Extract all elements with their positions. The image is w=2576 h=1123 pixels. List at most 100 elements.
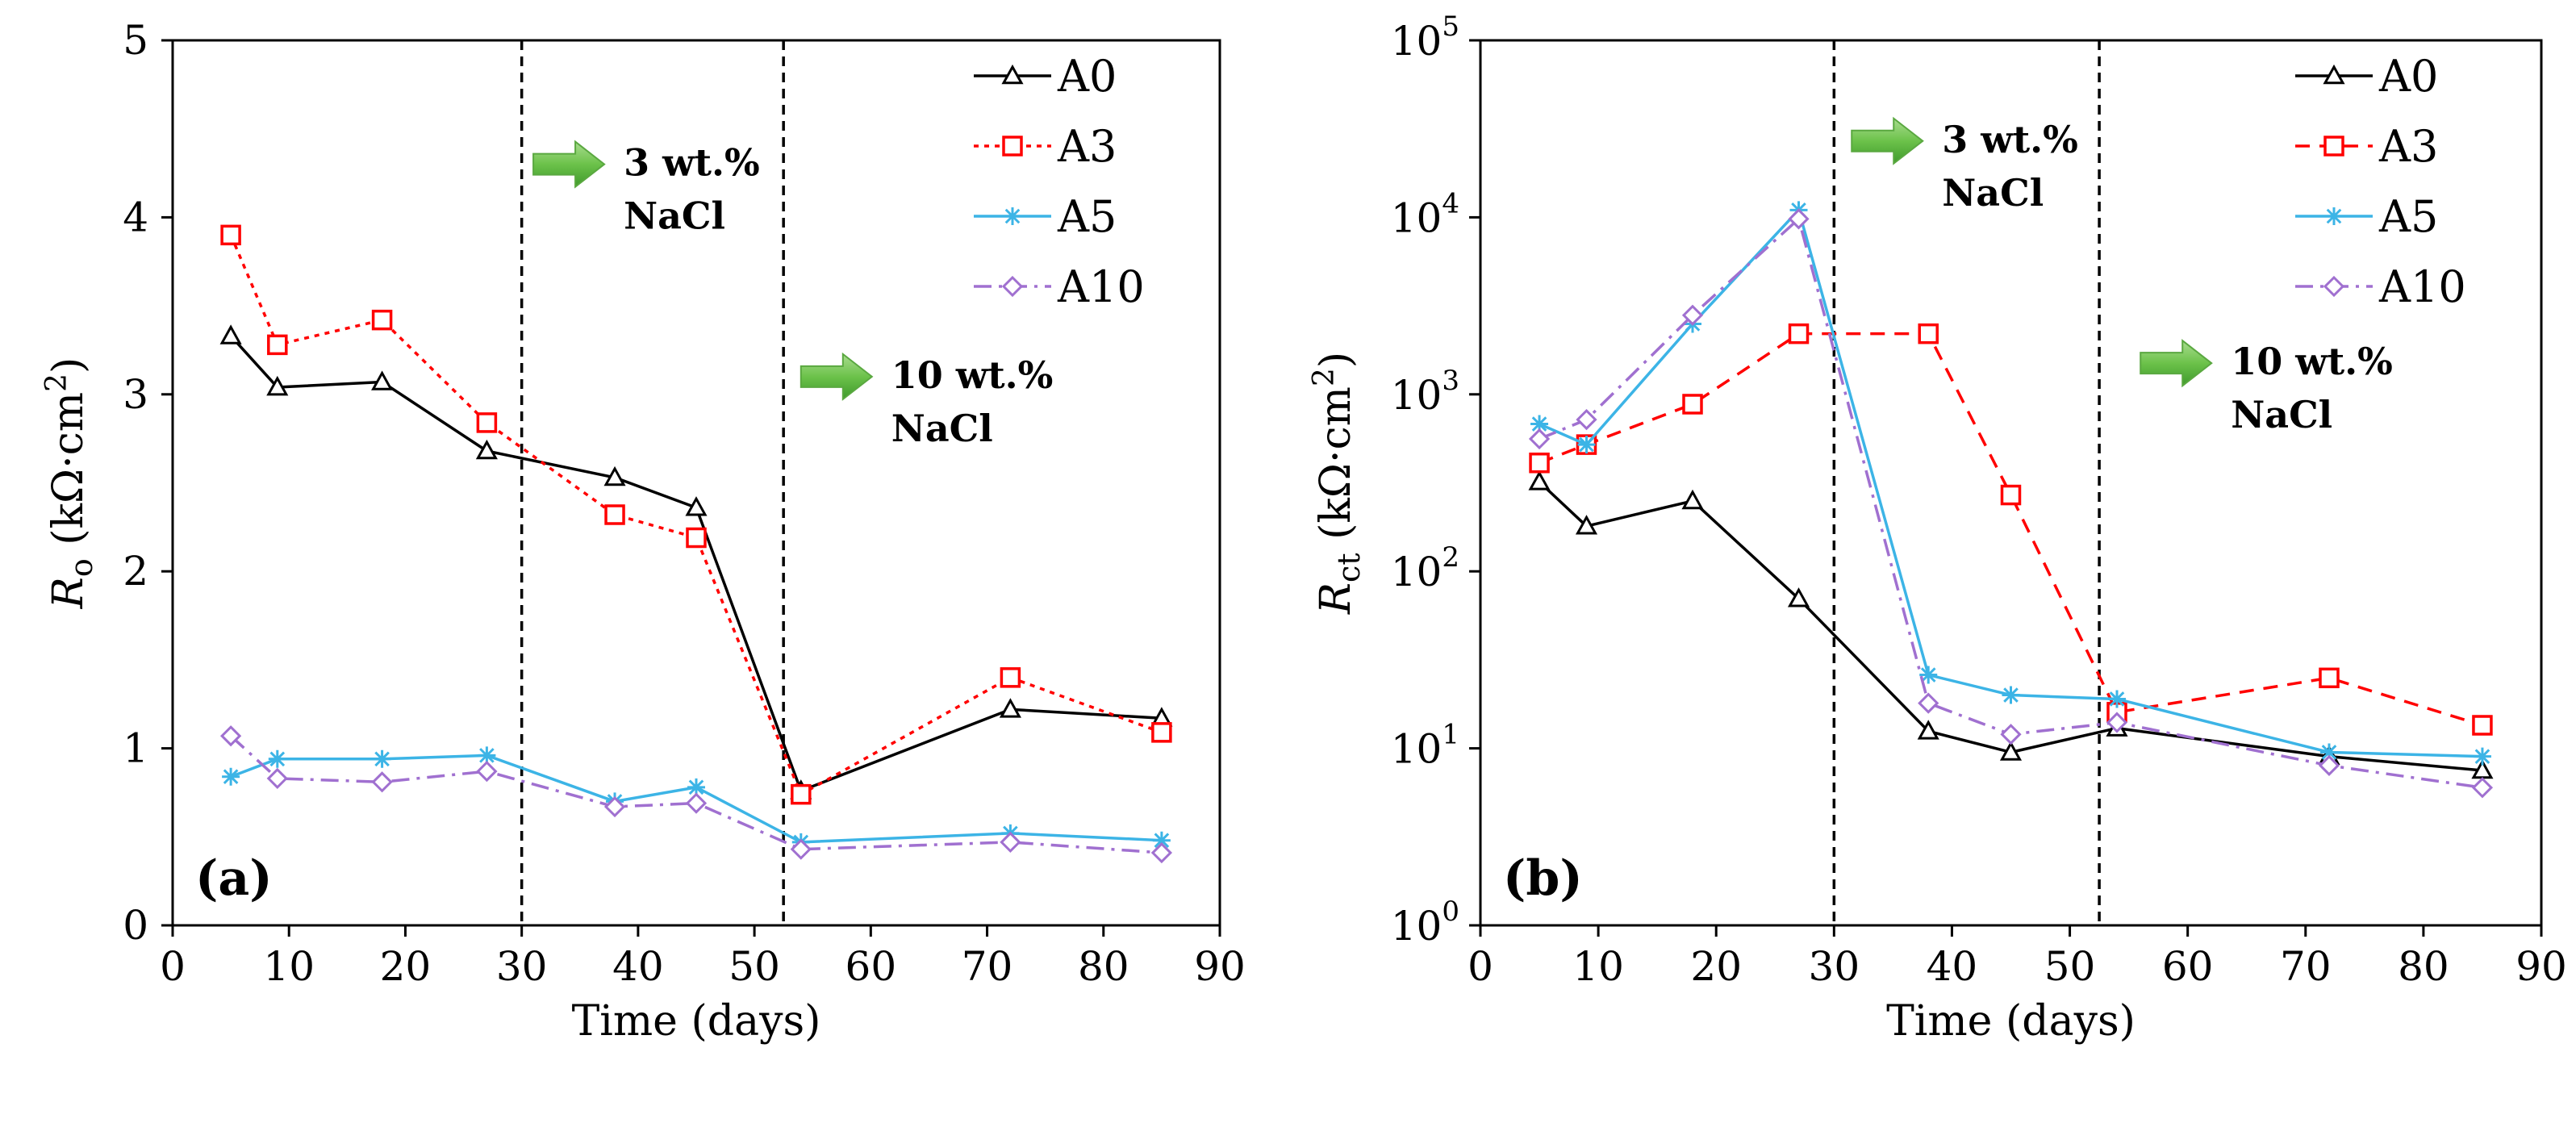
data-point bbox=[478, 746, 496, 765]
y-tick-label: 2 bbox=[123, 548, 148, 595]
legend-entry: A0 bbox=[1057, 51, 1117, 102]
annotation-salt: NaCl bbox=[891, 407, 993, 450]
data-point bbox=[2106, 712, 2128, 733]
data-point bbox=[2319, 667, 2340, 689]
x-tick-label: 40 bbox=[1927, 943, 1978, 990]
data-point bbox=[2320, 743, 2338, 762]
series-a3 bbox=[1529, 323, 2493, 736]
x-tick-label: 20 bbox=[1690, 943, 1742, 990]
data-point bbox=[219, 324, 242, 344]
series-line-a3 bbox=[1539, 332, 2483, 727]
data-point bbox=[1528, 428, 1551, 450]
x-tick-label: 0 bbox=[160, 943, 186, 990]
x-tick-label: 90 bbox=[1194, 943, 1246, 990]
x-tick-label: 50 bbox=[2044, 943, 2096, 990]
legend-entry: A3 bbox=[1057, 121, 1117, 172]
data-point bbox=[220, 224, 241, 246]
series-line-a0 bbox=[229, 335, 1162, 793]
green-arrow-icon bbox=[800, 352, 874, 401]
y-tick-label: 4 bbox=[123, 194, 148, 240]
x-tick-label: 80 bbox=[2398, 943, 2449, 990]
series-a3 bbox=[220, 224, 1172, 805]
x-tick-label: 0 bbox=[1468, 943, 1493, 990]
green-arrow-icon bbox=[532, 140, 606, 189]
data-point bbox=[371, 370, 394, 390]
data-point bbox=[1577, 436, 1596, 454]
data-point bbox=[1681, 304, 1704, 326]
y-tick-label: 3 bbox=[123, 371, 148, 418]
data-point bbox=[685, 792, 708, 814]
annotation-salt: NaCl bbox=[1942, 171, 2044, 215]
x-tick-label: 70 bbox=[962, 943, 1013, 990]
annotation-salt: NaCl bbox=[2231, 393, 2332, 436]
data-point bbox=[1917, 720, 1939, 740]
data-point bbox=[371, 771, 393, 793]
x-tick-label: 30 bbox=[496, 943, 548, 990]
data-point bbox=[219, 725, 242, 747]
annotation-concentration: 3 wt.% bbox=[1942, 118, 2078, 161]
legend-marker bbox=[2323, 275, 2345, 298]
legend-entry: A10 bbox=[1057, 261, 1145, 312]
plot-frame bbox=[1479, 39, 2543, 927]
data-point bbox=[2000, 724, 2022, 745]
x-tick-label: 30 bbox=[1809, 943, 1860, 990]
data-point bbox=[2473, 747, 2491, 766]
legend-entry: A5 bbox=[2378, 191, 2438, 242]
x-axis-title: Time (days) bbox=[1886, 997, 2136, 1046]
data-point bbox=[222, 767, 240, 786]
data-point bbox=[2471, 777, 2494, 799]
data-point bbox=[603, 465, 626, 486]
data-point bbox=[1150, 841, 1173, 864]
legend-marker bbox=[1002, 136, 1023, 157]
data-point bbox=[2318, 754, 2340, 776]
legend-entry: A0 bbox=[2378, 51, 2438, 102]
data-point bbox=[2108, 690, 2126, 708]
data-point bbox=[1576, 408, 1597, 431]
panel-label: (b) bbox=[1503, 850, 1583, 907]
data-point bbox=[371, 309, 393, 331]
data-point bbox=[476, 761, 498, 783]
legend-marker bbox=[2323, 64, 2345, 85]
y-tick-label: 5 bbox=[123, 17, 148, 64]
data-point bbox=[2000, 484, 2022, 506]
data-point bbox=[999, 698, 1021, 718]
data-point bbox=[1918, 692, 1939, 714]
data-point bbox=[790, 838, 812, 860]
legend-marker bbox=[2323, 136, 2344, 157]
data-point bbox=[1788, 208, 1810, 230]
data-point bbox=[1000, 831, 1021, 854]
legend-marker bbox=[1004, 207, 1021, 225]
y-tick-label: 1 bbox=[123, 725, 148, 772]
data-point bbox=[1919, 666, 1938, 684]
data-point bbox=[1681, 489, 1704, 510]
legend-entry: A5 bbox=[1057, 191, 1117, 242]
legend-entry: A3 bbox=[2378, 121, 2438, 172]
chart-panel-a: 0 10 20 30 40 50 60 70 80 90 0 1 2 3 4 5 Time (days) Ro (… bbox=[40, 17, 1246, 1046]
series-line-a5 bbox=[1539, 208, 2482, 758]
data-point bbox=[1530, 415, 1549, 433]
data-point bbox=[1152, 831, 1171, 850]
y-axis-title: Ro (kΩ·cm2) bbox=[40, 357, 99, 610]
legend-marker bbox=[1001, 64, 1024, 85]
data-point bbox=[267, 334, 288, 356]
data-point bbox=[1529, 453, 1550, 474]
data-point bbox=[268, 749, 286, 768]
x-tick-label: 10 bbox=[263, 943, 315, 990]
series-a10 bbox=[1528, 208, 2494, 799]
data-point bbox=[1151, 722, 1172, 743]
series-line-a3 bbox=[229, 234, 1163, 796]
legend: A0 A3 A5 A10 bbox=[2295, 51, 2466, 312]
data-point bbox=[1788, 323, 1810, 344]
y-tick-label: 101 bbox=[1391, 719, 1459, 773]
x-tick-label: 80 bbox=[1078, 943, 1129, 990]
green-arrow-icon bbox=[1851, 116, 1924, 165]
series-a0 bbox=[219, 324, 1173, 799]
x-tick-label: 90 bbox=[2515, 943, 2567, 990]
data-point bbox=[791, 783, 812, 805]
x-tick-label: 40 bbox=[612, 943, 664, 990]
y-axis-title: Rct (kΩ·cm2) bbox=[1308, 352, 1367, 615]
data-point bbox=[1999, 741, 2023, 761]
x-tick-label: 60 bbox=[2162, 943, 2214, 990]
